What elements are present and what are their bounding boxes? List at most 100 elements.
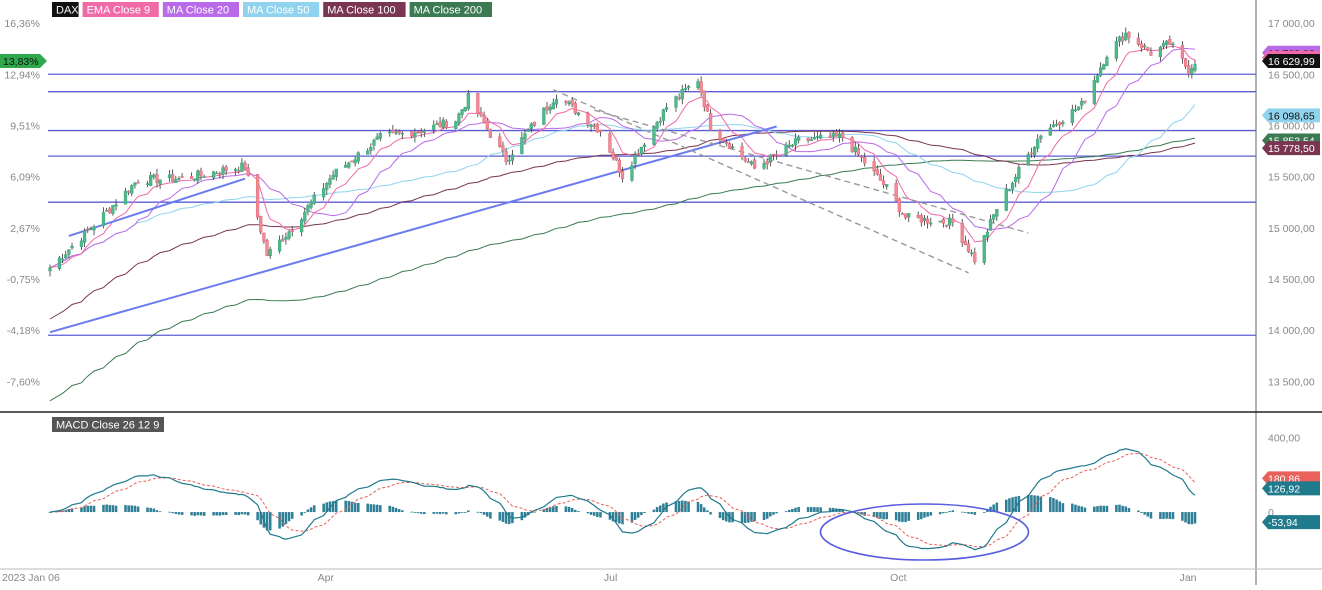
- legend-label: DAX: [56, 5, 79, 17]
- macd-histogram-bar: [696, 501, 700, 513]
- candle-body: [630, 165, 634, 181]
- macd-histogram-bar: [989, 506, 992, 513]
- macd-histogram-bar: [753, 512, 756, 522]
- candle-body: [1114, 41, 1118, 59]
- candle-body: [70, 245, 74, 249]
- macd-histogram-bar: [611, 512, 615, 522]
- candle-body: [510, 154, 515, 161]
- candle-body: [82, 230, 87, 243]
- candle-body: [938, 220, 942, 223]
- macd-histogram-bar: [152, 508, 156, 513]
- candle-body: [567, 101, 571, 104]
- legend-item[interactable]: EMA Close 9: [82, 2, 159, 17]
- candle-body: [1004, 189, 1008, 211]
- candle-body: [853, 146, 857, 153]
- legend-item[interactable]: MA Close 100: [323, 2, 406, 17]
- macd-histogram-bar: [599, 512, 602, 518]
- candle-body: [837, 133, 842, 138]
- percent-current-badge: 13,83%: [0, 53, 47, 68]
- candle-body: [334, 168, 338, 177]
- candle-body: [1083, 100, 1087, 103]
- macd-histogram-bar: [146, 507, 149, 513]
- candle-body: [1117, 36, 1122, 42]
- macd-histogram-bar: [618, 512, 621, 524]
- candle-body: [831, 132, 835, 137]
- candle-body: [1036, 138, 1040, 149]
- macd-histogram-bar: [457, 512, 461, 514]
- macd-histogram-bar: [552, 506, 555, 513]
- candle-body: [1026, 154, 1030, 166]
- macd-histogram-bar: [375, 504, 379, 513]
- candle-body: [353, 159, 357, 164]
- macd-histogram-bar: [80, 507, 83, 513]
- macd-histogram-bar: [643, 512, 646, 514]
- macd-histogram-bar: [589, 512, 593, 515]
- legend-label: MA Close 200: [414, 5, 482, 17]
- candle-body: [570, 100, 574, 105]
- candle-body: [743, 157, 747, 161]
- candle-body: [309, 201, 313, 208]
- candle-body: [1051, 124, 1056, 128]
- macd-histogram-bar: [111, 505, 115, 513]
- legend-swatch: [52, 2, 79, 17]
- macd-histogram-bar: [1159, 512, 1162, 519]
- candle-body: [973, 252, 977, 263]
- macd-histogram-bar: [1190, 512, 1194, 525]
- candle-body: [944, 224, 949, 227]
- macd-histogram-bar: [246, 512, 250, 516]
- candle-body: [350, 160, 354, 163]
- macd-histogram-bar: [259, 512, 263, 525]
- macd-histogram-bar: [819, 507, 822, 513]
- candle-body: [564, 100, 568, 103]
- macd-histogram-bar: [970, 512, 973, 515]
- macd-badge: 126,92: [1262, 481, 1320, 496]
- candle-body: [1165, 40, 1169, 45]
- macd-histogram-bar: [725, 512, 728, 522]
- candle-body: [545, 106, 549, 111]
- macd-histogram-bar: [938, 512, 942, 515]
- macd-histogram-bar: [278, 512, 281, 529]
- macd-histogram-bar: [872, 512, 876, 518]
- candle-body: [680, 89, 684, 100]
- macd-histogram-bar: [1127, 508, 1131, 513]
- percent-tick-label: -4,18%: [7, 325, 40, 337]
- candle-body: [529, 123, 533, 129]
- candle-body: [941, 219, 945, 224]
- macd-histogram-bar: [765, 512, 769, 519]
- candles: [48, 27, 1197, 277]
- candle-body: [592, 125, 596, 127]
- candle-body: [988, 218, 993, 231]
- macd-histogram-bar: [312, 505, 316, 513]
- macd-histogram-bar: [287, 512, 291, 522]
- legend-item[interactable]: MA Close 20: [162, 2, 239, 17]
- macd-label-text: MACD Close 26 12 9: [56, 420, 159, 432]
- legend-item[interactable]: MA Close 50: [243, 2, 320, 17]
- candle-body: [265, 240, 269, 257]
- candle-body: [1149, 52, 1153, 56]
- macd-histogram-bar: [467, 510, 470, 513]
- macd-histogram-bar: [441, 512, 445, 514]
- support-trendline: [68, 177, 246, 237]
- candle-body: [155, 174, 159, 183]
- last-value-badge: 16 629,99: [1262, 53, 1320, 68]
- macd-histogram-bar: [784, 511, 788, 513]
- macd-histogram-bar: [174, 512, 178, 514]
- macd-histogram-bar: [813, 507, 816, 513]
- macd-histogram-bar: [920, 512, 923, 520]
- macd-histogram-bar: [1162, 512, 1165, 519]
- macd-histogram-bar: [1074, 504, 1077, 513]
- candle-body: [498, 136, 502, 147]
- candle-body: [542, 107, 546, 125]
- legend-item[interactable]: DAX: [52, 2, 79, 17]
- candle-body: [432, 124, 436, 130]
- macd-histogram-bar: [680, 500, 684, 513]
- candle-body: [152, 174, 156, 178]
- badge-value: 126,92: [1268, 483, 1300, 495]
- macd-histogram-bar: [574, 509, 577, 513]
- candle-body: [1061, 122, 1065, 124]
- legend-item[interactable]: MA Close 200: [409, 2, 492, 17]
- candle-body: [878, 174, 883, 181]
- candle-body: [1014, 176, 1018, 183]
